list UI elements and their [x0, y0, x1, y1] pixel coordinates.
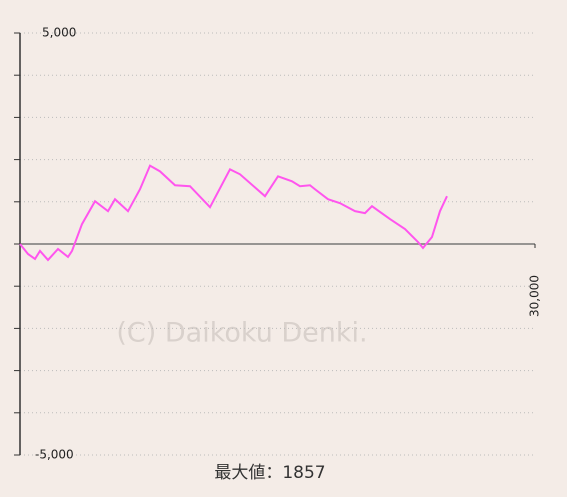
watermark: (C) Daikoku Denki. — [116, 318, 367, 349]
y-tick-label: 5,000 — [42, 26, 76, 40]
caption: 最大値：1857 — [214, 463, 325, 483]
x-tick-label: 30,000 — [528, 275, 542, 317]
data-line — [19, 164, 448, 262]
y-tick-label: -5,000 — [35, 448, 74, 462]
